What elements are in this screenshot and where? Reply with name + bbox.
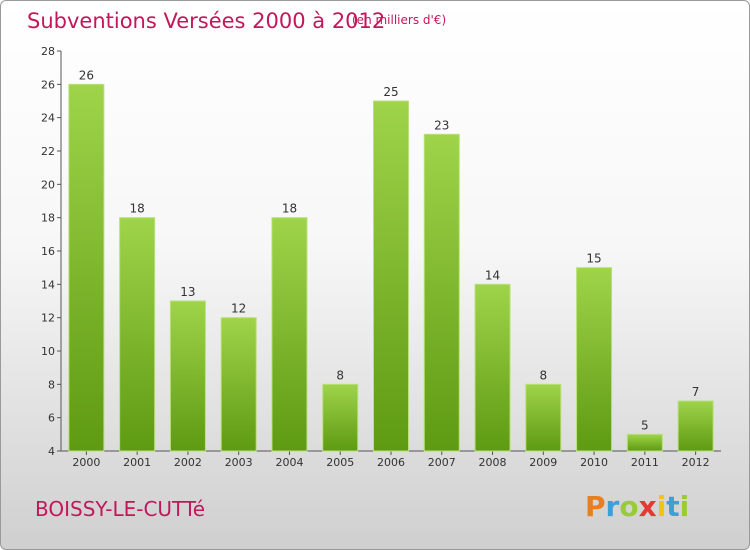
bar-2012 (677, 400, 714, 452)
chart-title: Subventions Versées 2000 à 2012 (27, 9, 386, 33)
bar-2009 (525, 383, 562, 452)
bar-value-label-2010: 15 (586, 252, 601, 266)
bar-value-label-2012: 7 (692, 385, 700, 399)
y-tick-label: 14 (41, 278, 55, 291)
logo-letter: P (585, 490, 606, 523)
commune-name: BOISSY-LE-CUTTé (35, 497, 206, 521)
bar-value-label-2004: 18 (282, 202, 297, 216)
bar-value-label-2003: 12 (231, 302, 246, 316)
y-tick-label: 18 (41, 212, 55, 225)
logo-letter: x (638, 490, 657, 523)
bar-2011 (626, 433, 663, 452)
y-tick-label: 12 (41, 312, 55, 325)
bar-2005 (322, 383, 359, 452)
x-tick-label-2012: 2012 (682, 456, 710, 469)
proxiti-logo: Proxiti (585, 490, 689, 523)
bar-value-label-2000: 26 (79, 68, 94, 82)
bar-value-label-2008: 14 (485, 268, 500, 282)
x-tick-label-2005: 2005 (326, 456, 354, 469)
y-tick-label: 16 (41, 245, 55, 258)
x-tick-label-2002: 2002 (174, 456, 202, 469)
y-tick-label: 4 (48, 445, 55, 458)
bar-value-label-2005: 8 (336, 368, 344, 382)
x-tick-label-2011: 2011 (631, 456, 659, 469)
x-tick-label-2006: 2006 (377, 456, 405, 469)
x-tick-label-2010: 2010 (580, 456, 608, 469)
bar-2003 (220, 317, 257, 452)
bar-value-label-2011: 5 (641, 418, 649, 432)
bar-value-label-2006: 25 (383, 85, 398, 99)
bar-2010 (576, 267, 613, 452)
y-tick-label: 28 (41, 45, 55, 58)
x-tick-label-2001: 2001 (123, 456, 151, 469)
logo-letter: r (605, 490, 620, 523)
x-tick-label-2008: 2008 (479, 456, 507, 469)
chart-subtitle: (en milliers d'€) (352, 13, 447, 27)
logo-letter: i (656, 490, 667, 523)
logo-letter: t (666, 490, 680, 523)
bar-2001 (119, 217, 156, 452)
x-tick-label-2000: 2000 (72, 456, 100, 469)
bar-value-label-2007: 23 (434, 118, 449, 132)
bar-2002 (169, 300, 206, 452)
y-tick-label: 10 (41, 345, 55, 358)
x-tick-label-2003: 2003 (225, 456, 253, 469)
x-tick-label-2007: 2007 (428, 456, 456, 469)
bar-value-label-2009: 8 (539, 368, 547, 382)
bar-2000 (68, 83, 105, 452)
x-tick-label-2009: 2009 (529, 456, 557, 469)
y-tick-label: 26 (41, 78, 55, 91)
bar-2004 (271, 217, 308, 452)
bar-2007 (423, 133, 460, 452)
x-tick-label-2004: 2004 (275, 456, 303, 469)
logo-letter: i (679, 490, 690, 523)
y-tick-label: 24 (41, 112, 55, 125)
y-tick-label: 20 (41, 178, 55, 191)
y-tick-label: 22 (41, 145, 55, 158)
bar-2006 (373, 100, 409, 452)
y-tick-label: 8 (48, 378, 55, 391)
logo-letter: o (619, 490, 639, 523)
bar-2008 (474, 283, 511, 452)
bar-value-label-2002: 13 (180, 285, 195, 299)
y-tick-label: 6 (48, 412, 55, 425)
bar-value-label-2001: 18 (130, 202, 145, 216)
